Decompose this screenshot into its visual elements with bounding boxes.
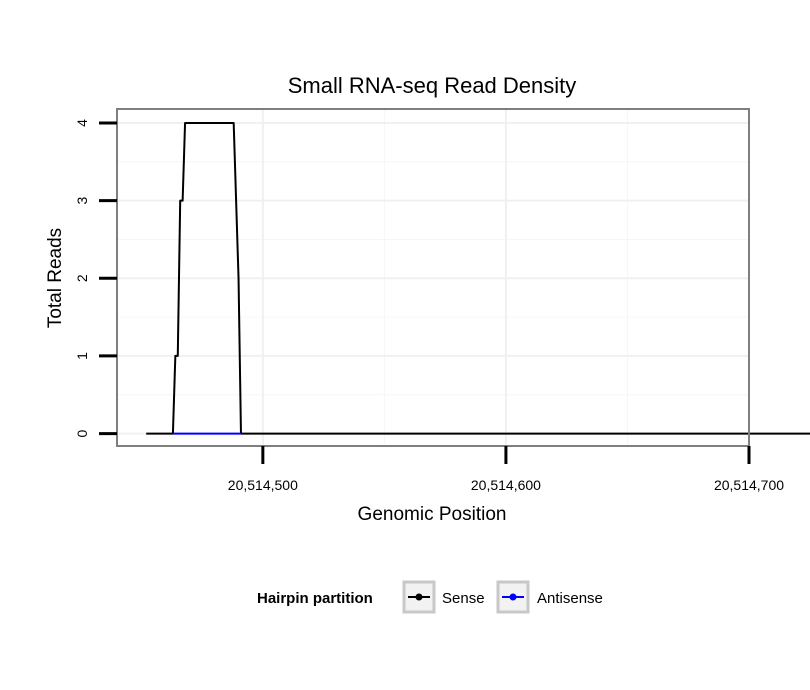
x-axis-title: Genomic Position xyxy=(358,504,507,525)
series-line-sense xyxy=(146,121,810,435)
y-axis: 0 1 2 3 4 xyxy=(74,119,117,437)
legend-label-antisense: Antisense xyxy=(537,590,603,607)
y-tick-label: 2 xyxy=(74,274,90,282)
y-tick-label: 4 xyxy=(74,119,90,127)
x-tick-label: 20,514,600 xyxy=(471,477,541,493)
legend-dot-sense xyxy=(415,593,423,601)
legend-label-sense: Sense xyxy=(442,590,485,607)
chart-title: Small RNA-seq Read Density xyxy=(288,73,577,98)
legend: Hairpin partition Sense Antisense xyxy=(257,580,603,614)
series-layer xyxy=(146,121,810,435)
legend-item-sense: Sense xyxy=(402,580,485,614)
grid xyxy=(117,109,749,446)
y-tick-label: 1 xyxy=(74,352,90,360)
legend-dot-antisense xyxy=(509,593,517,601)
legend-item-antisense: Antisense xyxy=(496,580,603,614)
x-tick-label: 20,514,500 xyxy=(228,477,298,493)
y-tick-label: 3 xyxy=(74,197,90,205)
y-axis-title: Total Reads xyxy=(45,228,66,328)
legend-title: Hairpin partition xyxy=(257,590,373,607)
x-tick-label: 20,514,700 xyxy=(714,477,784,493)
x-axis: 20,514,500 20,514,600 20,514,700 xyxy=(228,446,784,493)
y-tick-label: 0 xyxy=(74,429,90,437)
